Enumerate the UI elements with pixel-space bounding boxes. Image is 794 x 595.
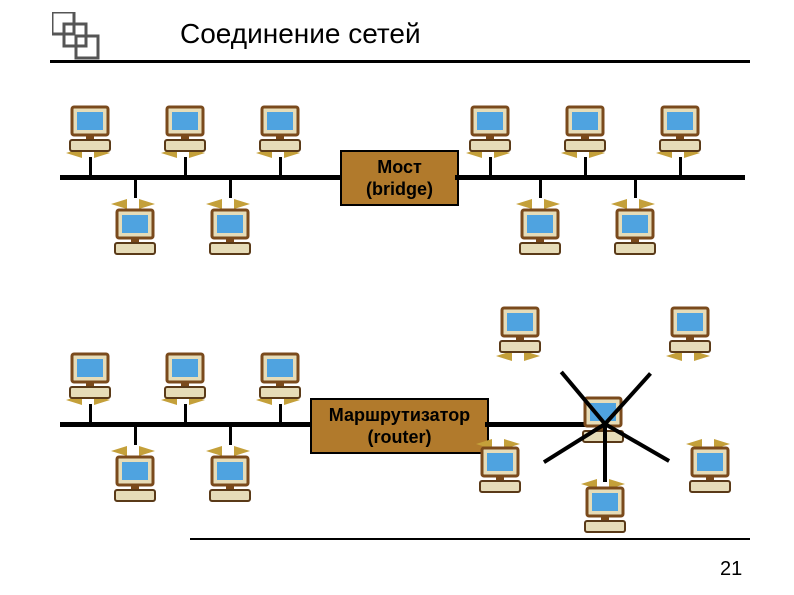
star-client-pc-0 bbox=[494, 304, 546, 356]
router-label-ru: Маршрутизатор bbox=[329, 404, 470, 427]
bus-drop bbox=[134, 427, 137, 445]
bridge-top-pc-2 bbox=[254, 103, 306, 155]
router-device-box: Маршрутизатор (router) bbox=[310, 398, 489, 454]
bottom-rule bbox=[190, 538, 750, 540]
router-top-pc-2 bbox=[254, 350, 306, 402]
bridge-top-pc-3 bbox=[464, 103, 516, 155]
router-top-pc-0 bbox=[64, 350, 116, 402]
star-client-pc-3 bbox=[684, 444, 736, 496]
slide-logo bbox=[52, 12, 100, 60]
bus-drop bbox=[89, 157, 92, 175]
bus-drop bbox=[184, 157, 187, 175]
bridge-top-pc-1 bbox=[159, 103, 211, 155]
router-bot-pc-0 bbox=[109, 453, 161, 505]
bridge-label-en: (bridge) bbox=[366, 178, 433, 201]
bridge-bot-pc-1 bbox=[204, 206, 256, 258]
bus-drop bbox=[279, 157, 282, 175]
star-client-pc-4 bbox=[579, 484, 631, 536]
router-bot-pc-1 bbox=[204, 453, 256, 505]
router-label-en: (router) bbox=[368, 426, 432, 449]
star-client-pc-2 bbox=[474, 444, 526, 496]
bus-drop bbox=[584, 157, 587, 175]
bus-drop bbox=[489, 157, 492, 175]
bus-drop bbox=[89, 404, 92, 422]
top-rule bbox=[50, 60, 750, 63]
bridge-bus-left bbox=[60, 175, 340, 180]
bridge-bus-right bbox=[455, 175, 745, 180]
bus-drop bbox=[184, 404, 187, 422]
bus-drop bbox=[229, 427, 232, 445]
slide-title: Соединение сетей bbox=[180, 18, 421, 50]
bus-drop bbox=[679, 157, 682, 175]
bridge-bot-pc-3 bbox=[609, 206, 661, 258]
bridge-top-pc-5 bbox=[654, 103, 706, 155]
page-number: 21 bbox=[720, 558, 742, 581]
bus-drop bbox=[279, 404, 282, 422]
bridge-bot-pc-2 bbox=[514, 206, 566, 258]
bus-drop bbox=[229, 180, 232, 198]
bus-drop bbox=[634, 180, 637, 198]
router-bus-left bbox=[60, 422, 310, 427]
bus-drop bbox=[539, 180, 542, 198]
bus-drop bbox=[134, 180, 137, 198]
router-top-pc-1 bbox=[159, 350, 211, 402]
bridge-device-box: Мост (bridge) bbox=[340, 150, 459, 206]
bridge-bot-pc-0 bbox=[109, 206, 161, 258]
star-spoke-4 bbox=[603, 424, 607, 482]
star-client-pc-1 bbox=[664, 304, 716, 356]
bridge-top-pc-4 bbox=[559, 103, 611, 155]
bridge-top-pc-0 bbox=[64, 103, 116, 155]
bridge-label-ru: Мост bbox=[377, 156, 422, 179]
